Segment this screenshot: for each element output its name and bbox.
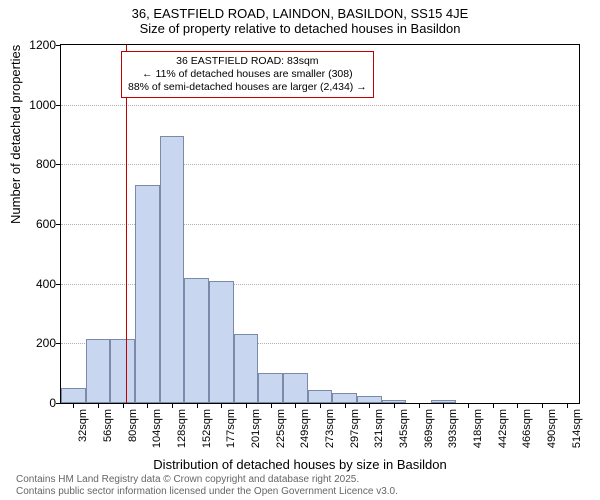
x-tick-label: 201sqm <box>250 409 262 448</box>
x-tick-label: 152sqm <box>201 409 213 448</box>
x-tick-label: 249sqm <box>299 409 311 448</box>
histogram-bar <box>184 278 209 403</box>
x-tick-label: 418sqm <box>472 409 484 448</box>
chart-title-line2: Size of property relative to detached ho… <box>0 21 600 38</box>
x-axis-title: Distribution of detached houses by size … <box>0 457 600 472</box>
x-tick <box>369 403 370 408</box>
x-tick-label: 56sqm <box>102 409 114 442</box>
y-tick <box>56 45 61 46</box>
x-tick-label: 393sqm <box>447 409 459 448</box>
x-tick-label: 177sqm <box>225 409 237 448</box>
annotation-line: 36 EASTFIELD ROAD: 83sqm <box>128 55 367 68</box>
x-tick <box>295 403 296 408</box>
x-tick-label: 104sqm <box>151 409 163 448</box>
y-axis-title: Number of detached properties <box>8 45 23 224</box>
histogram-bar <box>135 185 160 403</box>
x-tick <box>147 403 148 408</box>
x-tick <box>345 403 346 408</box>
y-tick-label: 200 <box>21 336 56 350</box>
histogram-bar <box>308 390 333 403</box>
reference-line <box>126 45 127 403</box>
y-tick <box>56 403 61 404</box>
x-tick-label: 514sqm <box>571 409 583 448</box>
y-tick-label: 600 <box>21 217 56 231</box>
plot-area: 02004006008001000120032sqm56sqm80sqm104s… <box>60 44 580 404</box>
y-tick-label: 1000 <box>21 98 56 112</box>
y-tick <box>56 284 61 285</box>
x-tick <box>419 403 420 408</box>
y-tick-label: 800 <box>21 157 56 171</box>
gridline <box>61 164 579 165</box>
x-tick <box>493 403 494 408</box>
x-tick-label: 273sqm <box>324 409 336 448</box>
x-tick <box>246 403 247 408</box>
y-tick <box>56 224 61 225</box>
x-tick-label: 369sqm <box>423 409 435 448</box>
histogram-bar <box>258 373 283 403</box>
y-tick <box>56 164 61 165</box>
x-tick <box>73 403 74 408</box>
x-tick <box>567 403 568 408</box>
annotation-line: ← 11% of detached houses are smaller (30… <box>128 68 367 81</box>
y-tick-label: 1200 <box>21 38 56 52</box>
x-tick <box>443 403 444 408</box>
x-tick-label: 32sqm <box>77 409 89 442</box>
histogram-bar <box>209 281 234 403</box>
x-tick <box>172 403 173 408</box>
x-tick-label: 345sqm <box>398 409 410 448</box>
gridline <box>61 105 579 106</box>
histogram-bar <box>283 373 308 403</box>
x-tick <box>517 403 518 408</box>
x-tick-label: 442sqm <box>497 409 509 448</box>
histogram-bar <box>357 396 382 403</box>
x-tick-label: 80sqm <box>127 409 139 442</box>
annotation-box: 36 EASTFIELD ROAD: 83sqm ← 11% of detach… <box>121 51 374 98</box>
annotation-line: 88% of semi-detached houses are larger (… <box>128 81 367 94</box>
y-tick <box>56 343 61 344</box>
histogram-bar <box>234 334 259 403</box>
histogram-bar <box>61 388 86 403</box>
x-tick <box>320 403 321 408</box>
x-tick-label: 225sqm <box>275 409 287 448</box>
histogram-bar <box>110 339 135 403</box>
x-tick-label: 297sqm <box>349 409 361 448</box>
histogram-bar <box>86 339 111 403</box>
histogram-bar <box>160 136 185 403</box>
y-tick <box>56 105 61 106</box>
x-tick <box>221 403 222 408</box>
x-tick-label: 321sqm <box>373 409 385 448</box>
x-tick <box>197 403 198 408</box>
footer-line: Contains public sector information licen… <box>16 486 398 498</box>
x-tick-label: 128sqm <box>176 409 188 448</box>
histogram-bar <box>332 393 357 403</box>
chart-title-line1: 36, EASTFIELD ROAD, LAINDON, BASILDON, S… <box>0 0 600 21</box>
x-tick <box>394 403 395 408</box>
x-tick <box>468 403 469 408</box>
x-tick <box>98 403 99 408</box>
x-tick-label: 490sqm <box>546 409 558 448</box>
chart-footer: Contains HM Land Registry data © Crown c… <box>16 474 398 498</box>
x-tick <box>123 403 124 408</box>
x-tick <box>542 403 543 408</box>
footer-line: Contains HM Land Registry data © Crown c… <box>16 474 398 486</box>
y-tick-label: 0 <box>21 396 56 410</box>
x-tick <box>271 403 272 408</box>
x-tick-label: 466sqm <box>521 409 533 448</box>
y-tick-label: 400 <box>21 277 56 291</box>
